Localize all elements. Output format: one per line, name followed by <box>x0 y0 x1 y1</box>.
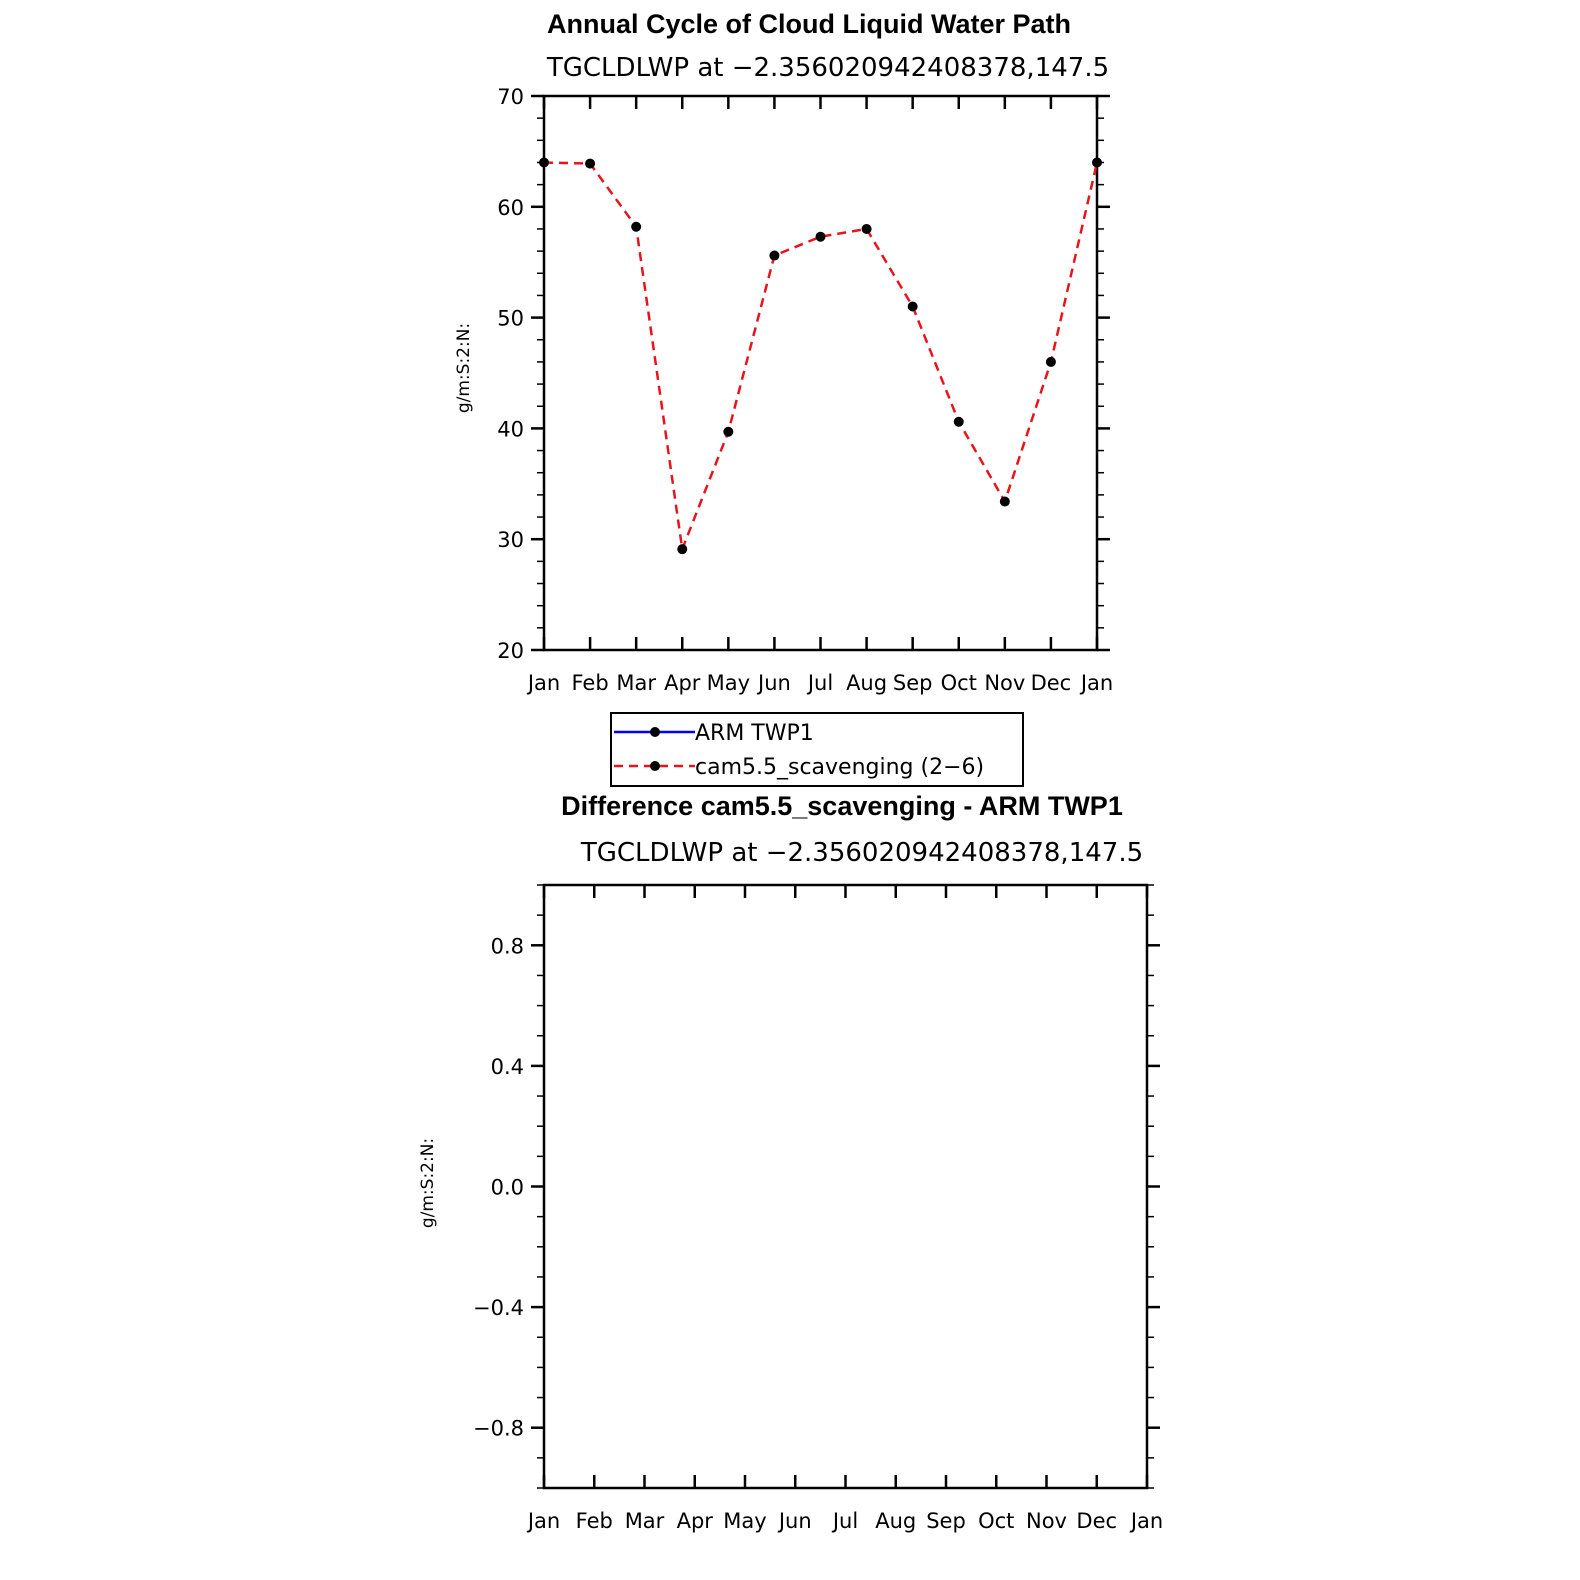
data-point <box>723 426 734 437</box>
data-point <box>539 157 549 168</box>
x-tick-label: Jan <box>526 1509 560 1533</box>
x-tick-label: Jun <box>756 671 791 695</box>
chart-subtitle: TGCLDLWP at −2.356020942408378,147.5 <box>546 53 1109 83</box>
data-point <box>677 544 688 555</box>
y-tick-labels: 20 30 40 50 60 70 <box>497 85 524 663</box>
plot-frame <box>531 94 1110 652</box>
series-group <box>539 157 1102 555</box>
legend-box <box>610 712 1024 787</box>
x-tick-label: Sep <box>926 1509 966 1533</box>
x-tick-label: Mar <box>625 1509 665 1533</box>
y-tick-label: 0.8 <box>491 934 524 958</box>
series-line <box>543 161 1099 555</box>
plot-frame <box>531 883 1160 1490</box>
data-point <box>631 221 642 232</box>
y-tick-label: 70 <box>497 85 524 109</box>
legend-marker-arm <box>650 727 660 737</box>
y-tick-label: 50 <box>497 307 524 331</box>
data-point <box>815 231 826 242</box>
x-tick-label: Oct <box>941 671 977 695</box>
y-tick-label: 0.4 <box>491 1055 524 1079</box>
x-tick-label: Jan <box>1079 671 1113 695</box>
plot-border <box>542 94 1099 652</box>
x-tick-label: Dec <box>1031 671 1072 695</box>
y-axis-label: g/m:S:2:N: <box>454 323 474 413</box>
x-tick-label: Dec <box>1076 1509 1117 1533</box>
y-tick-label: 40 <box>497 417 524 441</box>
x-tick-label: Feb <box>576 1509 613 1533</box>
y-tick-label: −0.4 <box>473 1296 524 1320</box>
x-tick-label: May <box>723 1509 766 1533</box>
y-tick-label: −0.8 <box>473 1417 524 1441</box>
y-axis-label: g/m:S:2:N: <box>418 1138 438 1228</box>
x-tick-label: Jan <box>1129 1509 1163 1533</box>
x-tick-labels: Jan Feb Mar Apr May Jun Jul Aug Sep Oct Nov Dec Jan <box>526 671 1113 695</box>
x-tick-label: Nov <box>1026 1509 1067 1533</box>
data-point <box>953 416 964 427</box>
data-point <box>1092 157 1102 168</box>
x-tick-label: Aug <box>846 671 887 695</box>
data-point <box>585 158 596 169</box>
x-tick-label: Jan <box>526 671 560 695</box>
x-tick-label: Aug <box>875 1509 916 1533</box>
data-point <box>861 223 872 234</box>
x-tick-label: Oct <box>978 1509 1014 1533</box>
plot-border <box>542 883 1149 1490</box>
x-tick-labels: Jan Feb Mar Apr May Jun Jul Aug Sep Oct Nov Dec Jan <box>526 1509 1163 1533</box>
y-tick-label: 0.0 <box>491 1176 524 1200</box>
data-point <box>999 496 1010 507</box>
x-tick-label: Jun <box>777 1509 812 1533</box>
x-tick-label: Nov <box>984 671 1025 695</box>
x-tick-label: Sep <box>893 671 933 695</box>
y-tick-label: 30 <box>497 528 524 552</box>
legend-label-arm: ARM TWP1 <box>695 721 814 746</box>
x-tick-label: May <box>707 671 750 695</box>
data-point <box>907 301 918 312</box>
x-tick-label: Jul <box>831 1509 858 1533</box>
legend: ARM TWP1 cam5.5_scavenging (2−6) <box>610 712 1024 787</box>
chart-title: Difference cam5.5_scavenging - ARM TWP1 <box>561 791 1123 821</box>
legend-marker-cam <box>650 761 660 771</box>
chart-title: Annual Cycle of Cloud Liquid Water Path <box>547 9 1071 39</box>
x-tick-label: Feb <box>571 671 608 695</box>
data-point <box>769 250 780 261</box>
legend-label-cam: cam5.5_scavenging (2−6) <box>695 755 984 780</box>
chart-subtitle: TGCLDLWP at −2.356020942408378,147.5 <box>580 838 1143 868</box>
x-tick-label: Mar <box>616 671 656 695</box>
y-tick-labels: −0.8 −0.4 0.0 0.4 0.8 <box>473 934 524 1440</box>
data-point <box>1045 356 1056 367</box>
x-tick-label: Jul <box>806 671 833 695</box>
y-tick-label: 60 <box>497 196 524 220</box>
x-tick-label: Apr <box>664 671 701 695</box>
x-tick-label: Apr <box>677 1509 714 1533</box>
y-tick-label: 20 <box>497 639 524 663</box>
